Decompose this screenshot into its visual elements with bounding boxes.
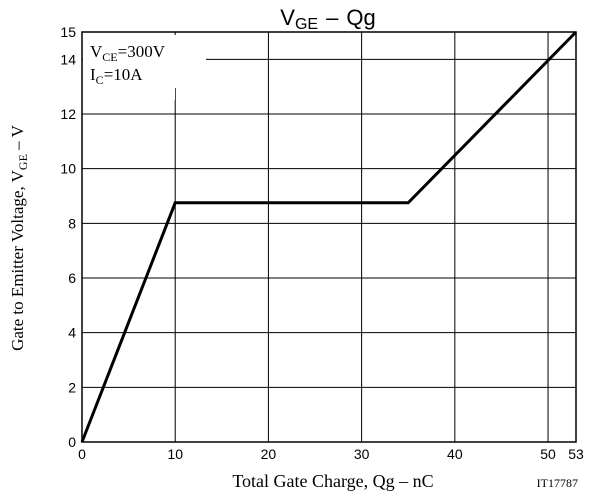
y-tick-labels: 0 2 4 6 8 10 12 14 15: [60, 24, 76, 450]
y-tick-label: 10: [60, 161, 76, 177]
x-tick-label: 10: [167, 446, 183, 462]
y-tick-label: 4: [68, 325, 76, 341]
y-tick-label: 8: [68, 215, 76, 231]
x-tick-label: 30: [354, 446, 370, 462]
x-tick-label: 40: [447, 446, 463, 462]
x-tick-label: 50: [540, 446, 556, 462]
series-line: [80, 30, 578, 443]
annotation-ic: IC=10A: [90, 65, 143, 87]
x-tick-label: 53: [568, 446, 584, 462]
annotation-vce: VCE=300V: [90, 42, 166, 64]
y-axis-label: Gate to Emitter Voltage, VGE – V: [8, 124, 30, 351]
x-tick-label: 20: [261, 446, 277, 462]
chart-title: VGE – Qg: [280, 5, 375, 33]
x-axis-label: Total Gate Charge, Qg – nC: [232, 471, 433, 491]
y-tick-label: 0: [68, 434, 76, 450]
plot-frame: [81, 31, 577, 443]
annotation-background-2: [83, 35, 175, 100]
y-tick-label: 14: [60, 51, 76, 67]
figure-id: IT17787: [537, 476, 578, 490]
y-tick-label: 2: [68, 379, 76, 395]
x-tick-label: 0: [78, 446, 86, 462]
x-tick-labels: 0 10 20 30 40 50 53: [78, 446, 584, 462]
y-tick-label: 12: [60, 106, 76, 122]
y-tick-label: 15: [60, 24, 76, 40]
y-tick-label: 6: [68, 270, 76, 286]
